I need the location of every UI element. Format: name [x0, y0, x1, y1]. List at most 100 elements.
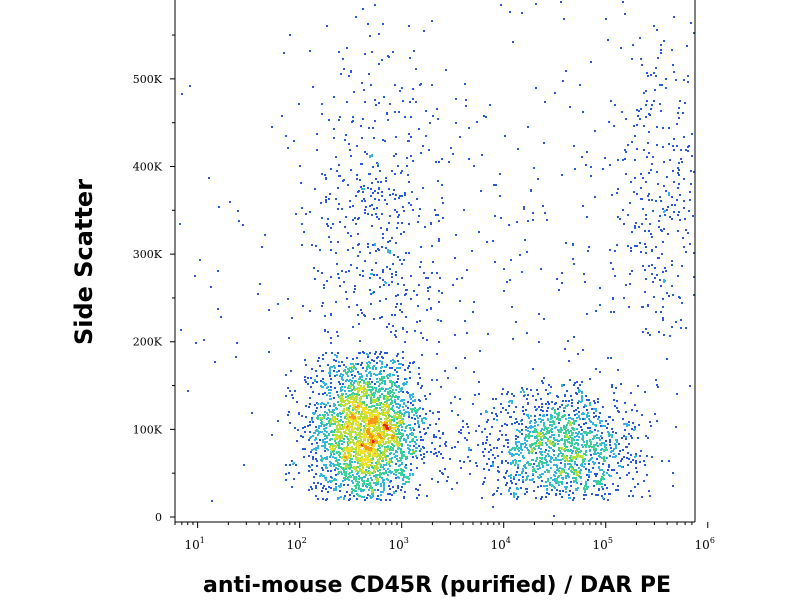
- scatter-point: [578, 400, 580, 402]
- scatter-point: [500, 411, 502, 413]
- scatter-point: [497, 439, 499, 441]
- scatter-point: [602, 497, 604, 499]
- scatter-point: [579, 384, 581, 386]
- scatter-point: [317, 445, 319, 447]
- scatter-point: [559, 467, 561, 469]
- scatter-point: [597, 445, 599, 447]
- scatter-point: [345, 468, 347, 470]
- scatter-point: [390, 480, 392, 482]
- scatter-point: [371, 386, 373, 388]
- scatter-point: [365, 469, 367, 471]
- scatter-point: [468, 449, 470, 451]
- scatter-point: [403, 402, 405, 404]
- scatter-point: [588, 445, 590, 447]
- scatter-point: [611, 428, 613, 430]
- scatter-point: [304, 379, 306, 381]
- scatter-point: [364, 260, 366, 262]
- scatter-point: [378, 187, 380, 189]
- scatter-point: [407, 174, 409, 176]
- scatter-point: [663, 185, 665, 187]
- scatter-point: [376, 378, 378, 380]
- scatter-point: [396, 440, 398, 442]
- scatter-point: [357, 363, 359, 365]
- scatter-point: [285, 464, 287, 466]
- scatter-point: [630, 461, 632, 463]
- scatter-point: [547, 438, 549, 440]
- scatter-point: [577, 387, 579, 389]
- scatter-point: [596, 458, 598, 460]
- scatter-point: [585, 395, 587, 397]
- scatter-point: [509, 487, 511, 489]
- scatter-point: [455, 367, 457, 369]
- scatter-point: [371, 493, 373, 495]
- scatter-point: [353, 495, 355, 497]
- scatter-point: [567, 422, 569, 424]
- scatter-point: [529, 435, 531, 437]
- scatter-point: [310, 451, 312, 453]
- scatter-point: [593, 453, 595, 455]
- scatter-point: [410, 463, 412, 465]
- scatter-point: [598, 467, 600, 469]
- scatter-point: [350, 454, 352, 456]
- scatter-point: [367, 23, 369, 25]
- scatter-point: [427, 287, 429, 289]
- scatter-point: [412, 88, 414, 90]
- scatter-point: [550, 442, 552, 444]
- scatter-point: [402, 406, 404, 408]
- scatter-point: [552, 449, 554, 451]
- scatter-point: [544, 457, 546, 459]
- scatter-point: [484, 477, 486, 479]
- scatter-point: [371, 225, 373, 227]
- scatter-point: [380, 456, 382, 458]
- scatter-point: [437, 180, 439, 182]
- scatter-point: [381, 432, 383, 434]
- scatter-point: [523, 208, 525, 210]
- scatter-point: [346, 466, 348, 468]
- scatter-point: [367, 243, 369, 245]
- scatter-point: [363, 429, 365, 431]
- scatter-point: [416, 439, 418, 441]
- scatter-point: [338, 119, 340, 121]
- scatter-point: [631, 141, 633, 143]
- scatter-point: [515, 453, 517, 455]
- scatter-point: [554, 480, 556, 482]
- scatter-point: [551, 425, 553, 427]
- scatter-point: [423, 272, 425, 274]
- scatter-point: [314, 278, 316, 280]
- scatter-point: [406, 331, 408, 333]
- scatter-point: [363, 425, 365, 427]
- scatter-point: [367, 187, 369, 189]
- scatter-point: [427, 290, 429, 292]
- scatter-point: [411, 408, 413, 410]
- scatter-point: [392, 193, 394, 195]
- scatter-point: [328, 198, 330, 200]
- scatter-point: [569, 106, 571, 108]
- scatter-point: [571, 405, 573, 407]
- scatter-point: [559, 490, 561, 492]
- scatter-point: [334, 440, 336, 442]
- scatter-point: [554, 443, 556, 445]
- scatter-point: [512, 41, 514, 43]
- scatter-point: [400, 448, 402, 450]
- scatter-point: [375, 462, 377, 464]
- scatter-point: [343, 469, 345, 471]
- scatter-point: [400, 363, 402, 365]
- scatter-point: [435, 161, 437, 163]
- scatter-point: [338, 431, 340, 433]
- scatter-point: [609, 475, 611, 477]
- scatter-point: [387, 393, 389, 395]
- scatter-point: [335, 418, 337, 420]
- scatter-point: [672, 64, 674, 66]
- scatter-point: [344, 479, 346, 481]
- scatter-point: [677, 167, 679, 169]
- scatter-point: [314, 412, 316, 414]
- scatter-point: [383, 284, 385, 286]
- scatter-point: [374, 451, 376, 453]
- scatter-point: [394, 401, 396, 403]
- scatter-point: [343, 484, 345, 486]
- scatter-point: [543, 377, 545, 379]
- scatter-point: [526, 414, 528, 416]
- scatter-point: [312, 458, 314, 460]
- scatter-point: [297, 429, 299, 431]
- scatter-point: [388, 188, 390, 190]
